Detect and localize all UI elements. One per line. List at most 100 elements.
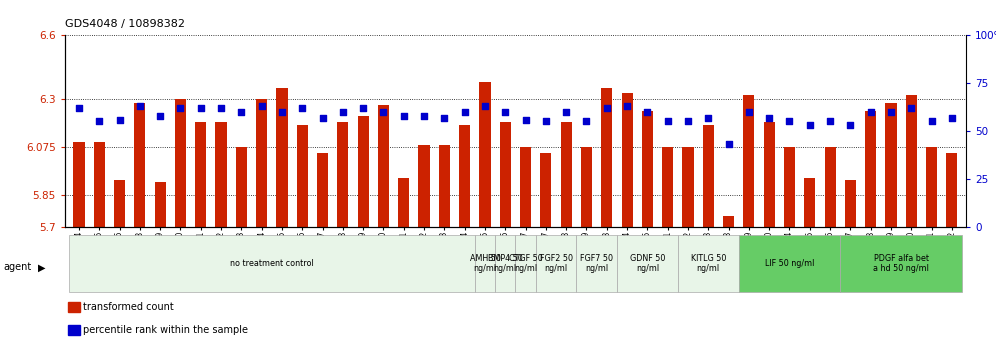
Point (903, 105, 919, 111)
Point (700, 115, 716, 120)
Point (356, 105, 372, 111)
Bar (377, 105, 389, 227)
Point (599, 105, 615, 111)
Bar (195, 122, 206, 227)
Text: LIF 50 ng/ml: LIF 50 ng/ml (765, 259, 814, 268)
Text: GDS4048 / 10898382: GDS4048 / 10898382 (65, 19, 184, 29)
Bar (338, 122, 349, 227)
Point (92, 119, 108, 124)
Bar (678, 235, 739, 292)
Bar (536, 235, 577, 292)
Point (131, 103, 147, 109)
Point (843, 122, 859, 128)
Bar (175, 99, 186, 227)
Bar (682, 147, 693, 227)
Bar (804, 178, 816, 227)
Bar (418, 145, 429, 227)
Bar (94, 142, 105, 227)
Point (761, 115, 777, 120)
Point (112, 117, 127, 122)
Bar (885, 103, 896, 227)
Point (375, 109, 391, 115)
Point (497, 109, 513, 115)
Text: agent: agent (3, 262, 31, 272)
Point (782, 119, 798, 124)
Bar (926, 147, 937, 227)
Bar (475, 235, 495, 292)
Point (863, 109, 878, 115)
Point (315, 115, 331, 120)
Text: AMH 50
ng/ml: AMH 50 ng/ml (469, 254, 500, 273)
Point (538, 119, 554, 124)
Point (721, 142, 737, 147)
Bar (134, 103, 145, 227)
Point (680, 119, 696, 124)
Point (294, 105, 310, 111)
Text: KITLG 50
ng/ml: KITLG 50 ng/ml (690, 254, 726, 273)
Bar (297, 125, 308, 227)
Bar (622, 93, 632, 227)
Bar (561, 122, 572, 227)
Bar (358, 116, 369, 227)
Bar (154, 182, 165, 227)
Bar (256, 99, 267, 227)
Bar (641, 111, 653, 227)
Point (395, 113, 411, 119)
Point (233, 109, 249, 115)
Text: GDNF 50
ng/ml: GDNF 50 ng/ml (629, 254, 665, 273)
Point (822, 119, 838, 124)
Bar (723, 216, 734, 227)
Point (152, 113, 168, 119)
Bar (215, 122, 227, 227)
Point (477, 103, 493, 109)
Bar (317, 153, 328, 227)
Bar (500, 122, 511, 227)
Bar (74, 142, 85, 227)
Point (254, 103, 270, 109)
Bar (459, 125, 470, 227)
Bar (866, 111, 876, 227)
Point (193, 105, 209, 111)
Point (213, 105, 229, 111)
Bar (703, 125, 714, 227)
Bar (398, 178, 409, 227)
Point (944, 115, 960, 120)
Text: FGF2 50
ng/ml: FGF2 50 ng/ml (540, 254, 573, 273)
Point (659, 119, 675, 124)
Point (558, 109, 574, 115)
Bar (602, 88, 613, 227)
Bar (662, 147, 673, 227)
Bar (114, 180, 125, 227)
Point (579, 119, 595, 124)
Point (172, 105, 188, 111)
Point (923, 119, 939, 124)
Point (620, 103, 635, 109)
Bar (495, 235, 515, 292)
Bar (841, 235, 962, 292)
Bar (479, 82, 491, 227)
Text: ▶: ▶ (38, 262, 46, 272)
Point (71, 105, 87, 111)
Bar (439, 145, 450, 227)
Point (274, 109, 290, 115)
Bar (784, 147, 795, 227)
Point (639, 109, 655, 115)
Bar (69, 235, 475, 292)
Bar (743, 95, 755, 227)
Text: BMP4 50
ng/ml: BMP4 50 ng/ml (488, 254, 523, 273)
Bar (617, 235, 678, 292)
Bar (905, 95, 917, 227)
Point (518, 117, 534, 122)
Bar (825, 147, 836, 227)
Point (335, 109, 351, 115)
Bar (581, 147, 592, 227)
Point (436, 115, 452, 120)
Bar (540, 153, 552, 227)
Point (802, 122, 818, 128)
Bar (515, 235, 536, 292)
Bar (236, 147, 247, 227)
Text: CTGF 50
ng/ml: CTGF 50 ng/ml (509, 254, 543, 273)
Bar (739, 235, 841, 292)
Text: FGF7 50
ng/ml: FGF7 50 ng/ml (580, 254, 614, 273)
Bar (764, 122, 775, 227)
